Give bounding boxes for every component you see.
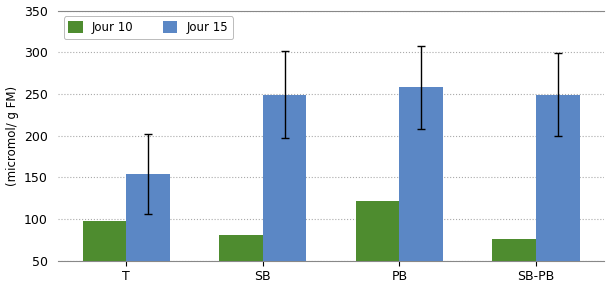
Bar xyxy=(82,221,126,289)
Bar xyxy=(356,201,400,289)
Bar xyxy=(536,95,580,289)
Bar xyxy=(400,87,443,289)
Legend: Jour 10, Jour 15: Jour 10, Jour 15 xyxy=(63,16,233,39)
Bar xyxy=(219,235,263,289)
Y-axis label: (micromol/ g FM): (micromol/ g FM) xyxy=(5,86,18,186)
Bar xyxy=(263,95,306,289)
Bar xyxy=(126,174,170,289)
Bar xyxy=(492,239,536,289)
